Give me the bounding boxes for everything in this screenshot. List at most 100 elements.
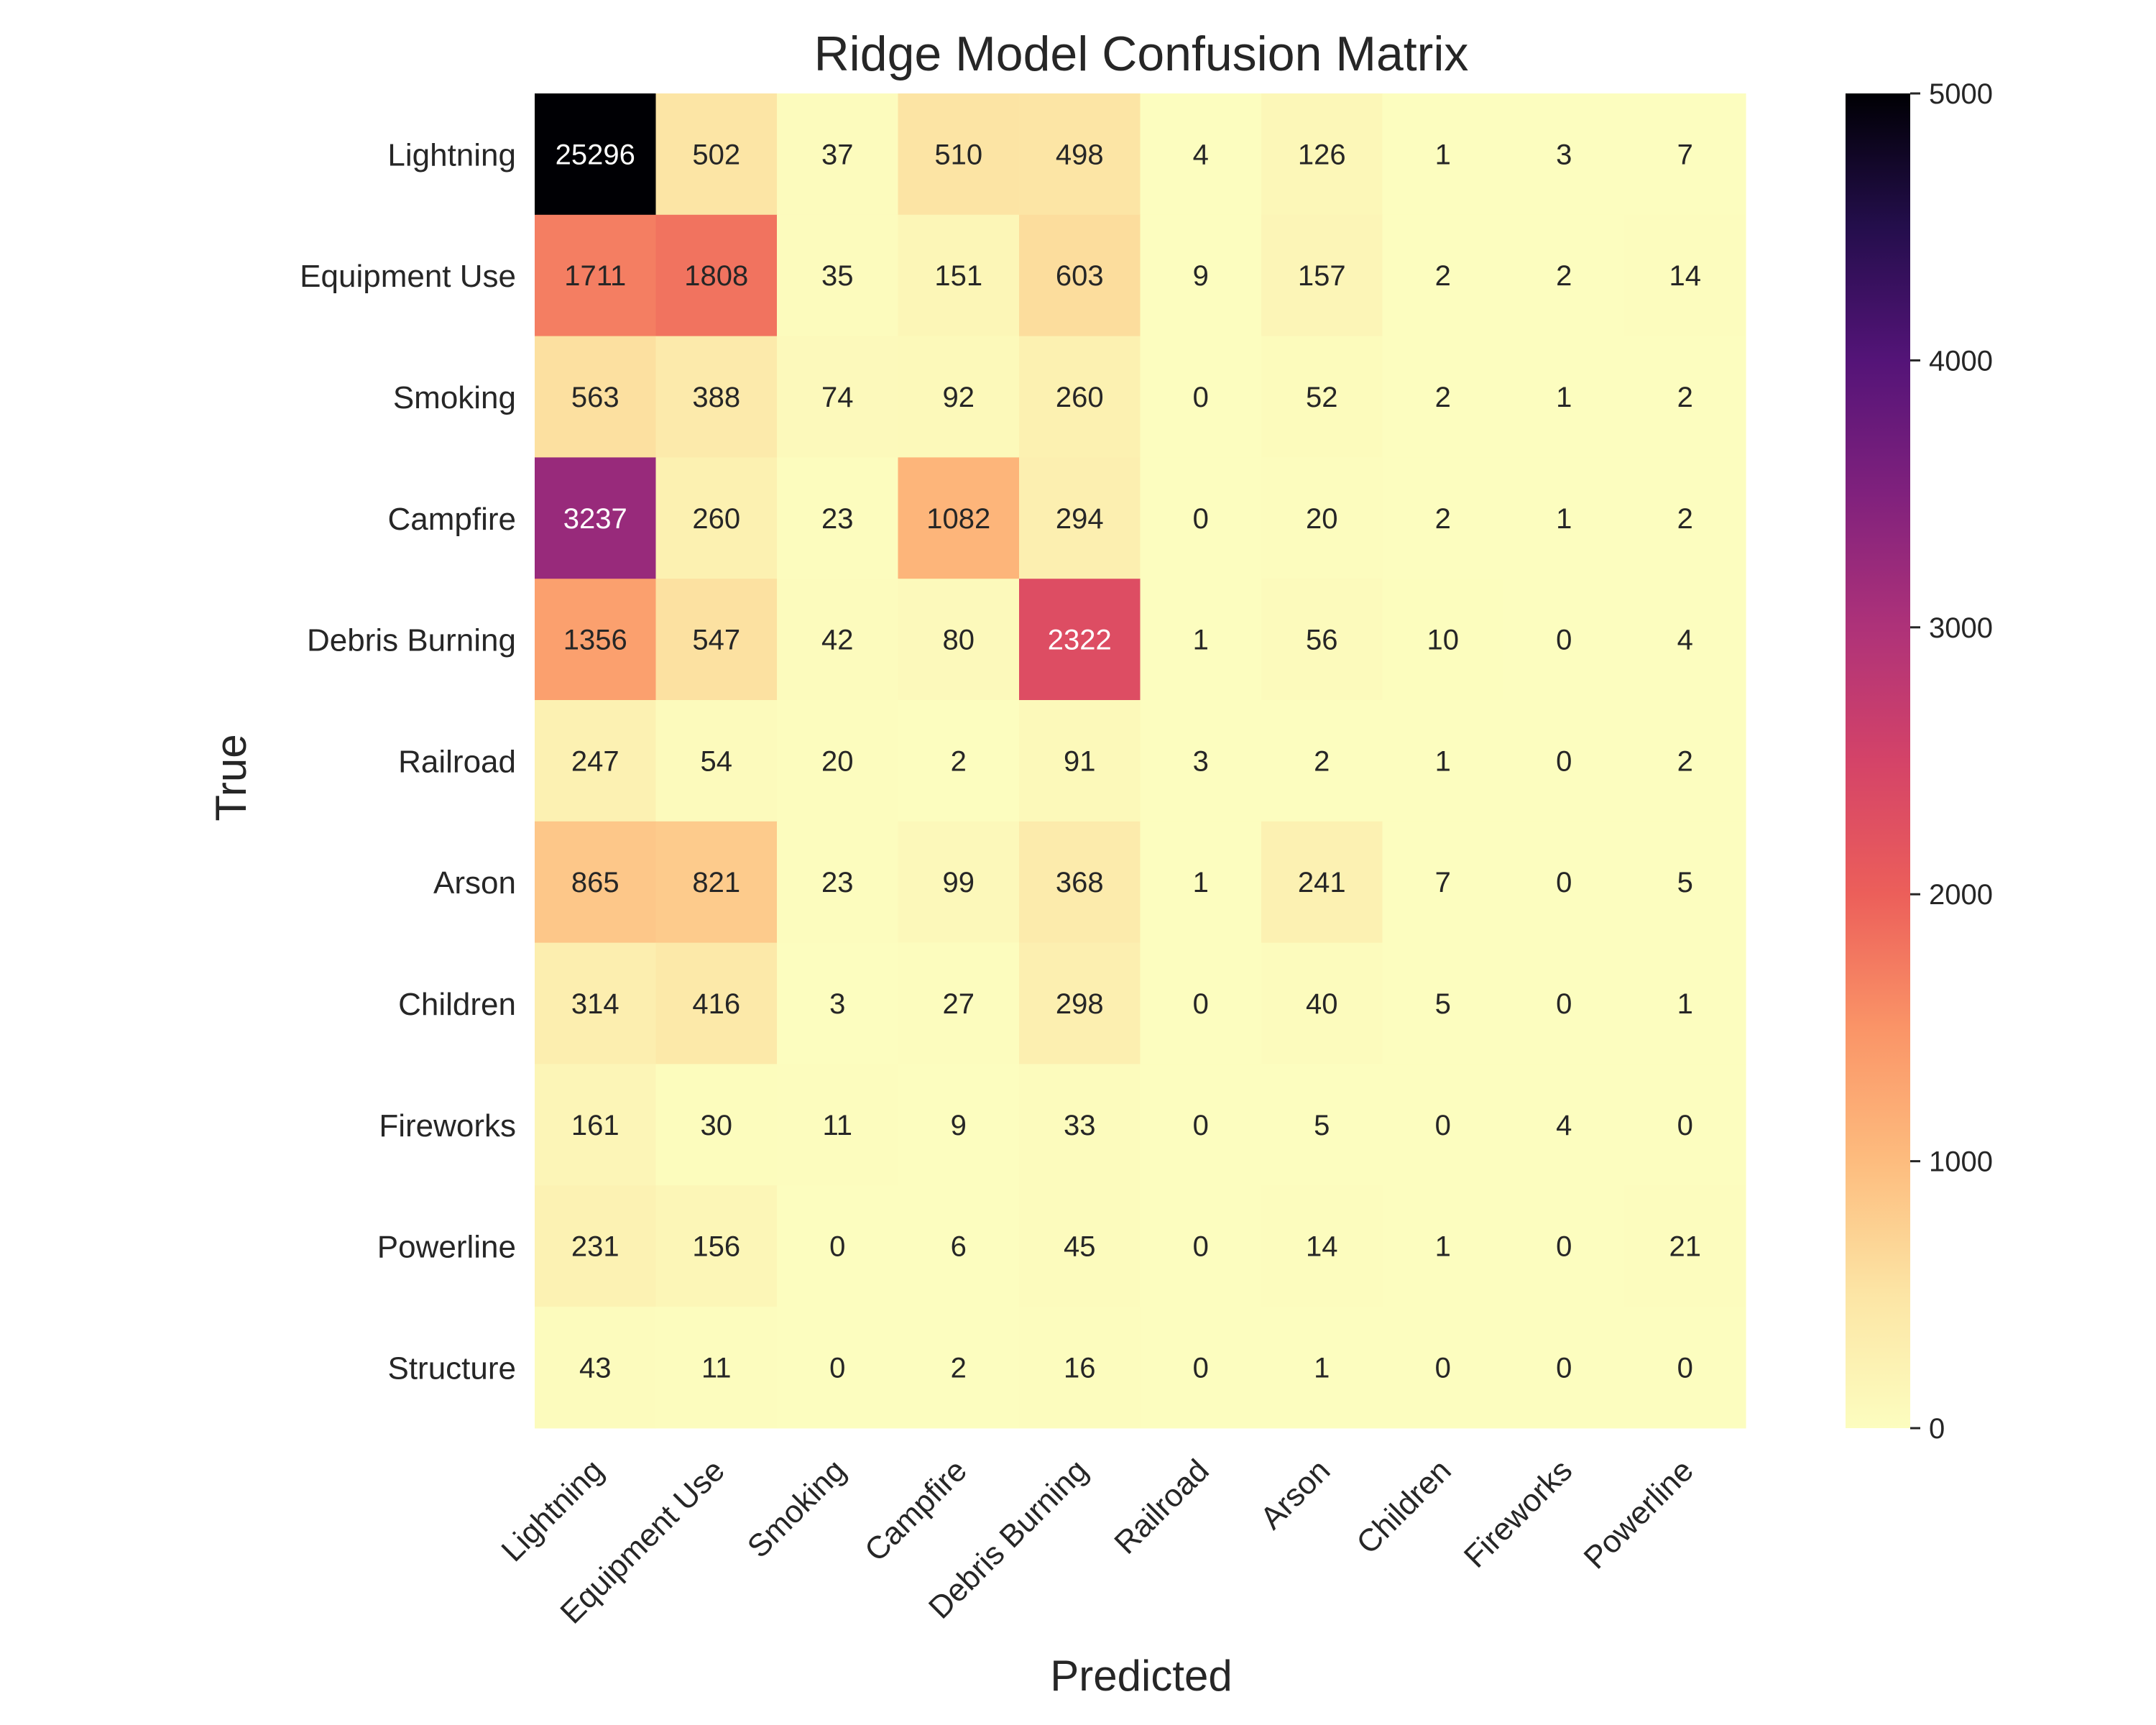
cell-value-label: 1 [1556,503,1572,535]
colorbar-tick-label: 5000 [1929,78,1993,110]
cell-value-label: 1082 [926,503,990,535]
cell-value-label: 510 [934,139,982,170]
heatmap-cell [1503,1185,1626,1307]
heatmap-cell [655,336,778,458]
heatmap-cell [535,214,657,337]
heatmap-cell [1140,214,1262,337]
heatmap-cell [1382,93,1504,216]
cell-value-label: 80 [943,625,975,656]
x-tick-label: Arson [1253,1453,1337,1536]
heatmap-cell [1624,579,1746,701]
cell-value-label: 4 [1193,139,1209,170]
heatmap-cell [1140,1185,1262,1307]
heatmap-cell [655,579,778,701]
heatmap-cell [1140,1064,1262,1186]
cell-value-label: 1 [1193,625,1209,656]
cell-value-label: 33 [1064,1110,1096,1141]
y-tick-label: Debris Burning [307,623,516,658]
heatmap-cell [1019,1185,1141,1307]
heatmap-cell [535,821,657,944]
heatmap-cell [1382,214,1504,337]
y-tick-label: Structure [387,1351,516,1386]
heatmap-cell [1382,1064,1504,1186]
cell-value-label: 502 [692,139,740,170]
heatmap-cell [1019,1307,1141,1429]
cell-value-label: 2 [1314,745,1330,777]
cell-value-label: 2 [951,1352,967,1384]
heatmap-cell [898,1185,1020,1307]
heatmap-cell [1624,1185,1746,1307]
y-tick-label: Railroad [398,744,516,779]
colorbar-tick-label: 1000 [1929,1146,1993,1178]
cell-value-label: 0 [1556,745,1572,777]
heatmap-cell [1382,821,1504,944]
cell-value-label: 0 [829,1352,845,1384]
heatmap-cell [1140,457,1262,579]
cell-value-label: 821 [692,867,740,898]
cell-value-label: 0 [1193,1110,1209,1141]
heatmap-cell [1261,214,1383,337]
cell-value-label: 23 [821,503,854,535]
cell-value-label: 1356 [563,625,627,656]
heatmap-cell [535,1064,657,1186]
cell-value-label: 7 [1435,867,1451,898]
cell-value-label: 1 [1677,988,1693,1020]
heatmap-cell [898,457,1020,579]
heatmap-cell [777,1307,899,1429]
heatmap-cell [1140,336,1262,458]
heatmap-cell [777,821,899,944]
heatmap-cell [1261,579,1383,701]
colorbar-tick-label: 2000 [1929,879,1993,911]
heatmap-cell [898,93,1020,216]
y-tick-label: Arson [433,865,516,901]
heatmap-cell [1624,942,1746,1064]
heatmap-cell [1503,457,1626,579]
heatmap-cell [1624,93,1746,216]
heatmap-cell [1624,214,1746,337]
cell-value-label: 368 [1056,867,1104,898]
cell-value-label: 0 [1677,1110,1693,1141]
cell-value-label: 0 [1435,1352,1451,1384]
cell-value-label: 0 [1193,503,1209,535]
cell-value-label: 0 [1193,1231,1209,1263]
cell-value-label: 0 [1556,1231,1572,1263]
cell-value-label: 1 [1435,139,1451,170]
cell-value-label: 0 [1193,382,1209,413]
heatmap-cell [1140,1307,1262,1429]
cell-value-label: 2 [1677,382,1693,413]
cell-value-label: 0 [1677,1352,1693,1384]
heatmap-cell [1382,336,1504,458]
cell-value-label: 865 [571,867,619,898]
colorbar-ticks: 0 1000 2000 3000 4000 5000 [1910,78,1993,1445]
heatmap-cell [1019,214,1141,337]
heatmap-cell [1140,942,1262,1064]
heatmap-cell [1624,1064,1746,1186]
cell-value-label: 3237 [563,503,627,535]
cell-value-label: 0 [1556,867,1572,898]
cell-value-label: 27 [943,988,975,1020]
heatmap-cell [777,457,899,579]
cell-value-label: 0 [1193,988,1209,1020]
cell-value-label: 9 [951,1110,967,1141]
x-tick-label: Children [1350,1453,1458,1561]
cell-value-label: 603 [1056,260,1104,292]
heatmap-cell [777,1064,899,1186]
cell-value-label: 92 [943,382,975,413]
heatmap-cell [1624,336,1746,458]
heatmap-cell [1382,1307,1504,1429]
heatmap-cell [535,336,657,458]
x-tick-label: Powerline [1577,1453,1700,1576]
cell-value-label: 0 [1556,988,1572,1020]
cell-value-label: 56 [1306,625,1338,656]
cell-value-label: 1808 [684,260,748,292]
cell-value-label: 157 [1298,260,1346,292]
cell-value-label: 7 [1677,139,1693,170]
heatmap-cell [898,579,1020,701]
y-tick-label: Smoking [393,380,516,415]
cell-value-label: 0 [829,1231,845,1263]
heatmap-cells [535,93,1746,1429]
heatmap-cell [1261,93,1383,216]
cell-value-label: 91 [1064,745,1096,777]
heatmap-cell [898,942,1020,1064]
heatmap-cell [1261,457,1383,579]
